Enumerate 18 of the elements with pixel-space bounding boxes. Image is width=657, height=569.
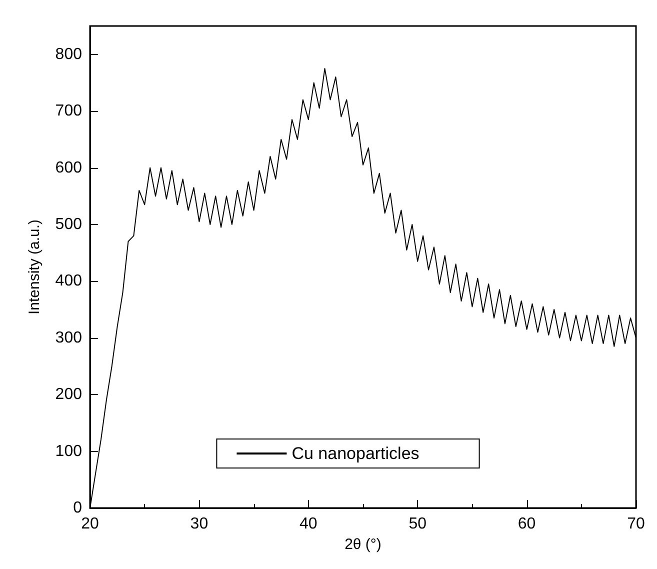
y-tick-label: 700 bbox=[55, 102, 82, 120]
y-tick-label: 300 bbox=[55, 329, 82, 346]
y-tick-label: 600 bbox=[55, 159, 82, 176]
x-tick-label: 60 bbox=[518, 516, 536, 532]
x-tick-label: 70 bbox=[627, 516, 645, 532]
legend-label: Cu nanoparticles bbox=[292, 444, 420, 463]
x-tick-label: 20 bbox=[81, 516, 99, 532]
y-tick-label: 400 bbox=[55, 272, 82, 290]
y-tick-label: 200 bbox=[55, 386, 82, 404]
y-tick-label: 500 bbox=[55, 216, 82, 233]
y-tick-label: 100 bbox=[55, 442, 82, 460]
y-axis-title: Intensity (a.u.) bbox=[26, 219, 43, 315]
y-tick-label: 800 bbox=[55, 46, 82, 63]
x-tick-label: 30 bbox=[190, 516, 208, 532]
x-tick-label: 50 bbox=[408, 516, 427, 532]
x-axis-title: 2θ (°) bbox=[344, 536, 382, 553]
y-tick-label: 0 bbox=[73, 500, 82, 516]
x-tick-label: 40 bbox=[300, 516, 318, 532]
